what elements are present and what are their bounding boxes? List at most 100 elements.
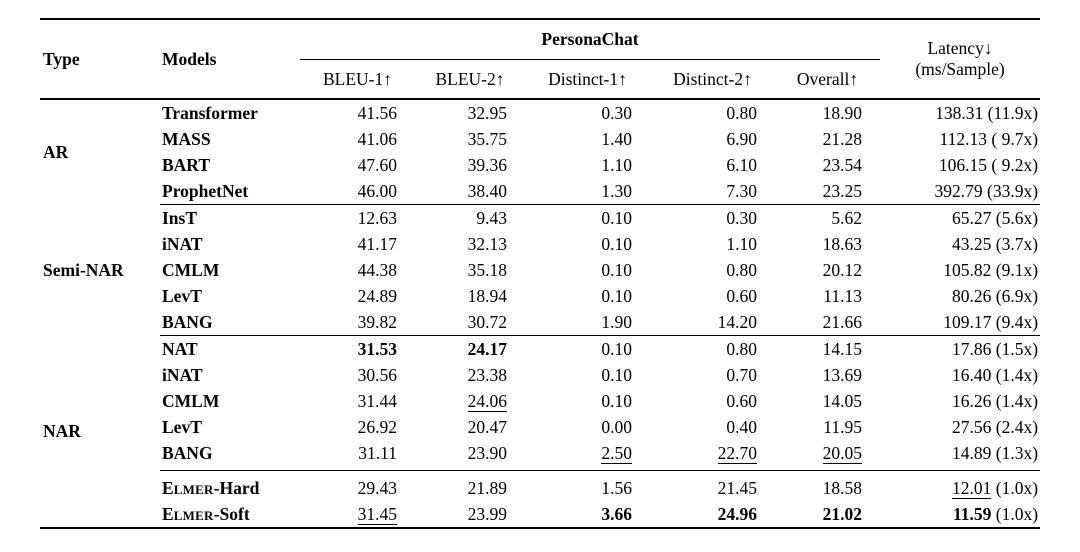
latency-value: 80.26 (6.9x) <box>952 285 1039 306</box>
group-semi-nar: Semi-NAR InsT 12.63 9.43 0.10 0.30 5.62 65.27 (… <box>40 205 1041 336</box>
metric-value: 29.43 <box>300 470 415 501</box>
latency-number: 80.26 <box>952 285 992 306</box>
metric-value: 21.45 <box>650 470 775 501</box>
metric-value: 47.60 <box>357 154 397 175</box>
table-row: CMLM 44.38 35.18 0.10 0.80 20.12 105.82 (9.1x) <box>40 257 1040 283</box>
latency-label-line2: (ms/Sample) <box>915 59 1005 79</box>
metric-value: 11.13 <box>823 285 863 306</box>
latency-value: 138.31 (11.9x) <box>935 102 1039 123</box>
model-name: iNAT <box>162 364 203 385</box>
model-name: CMLM <box>162 390 220 411</box>
model-name: LevT <box>162 285 202 306</box>
metric-value: 11.95 <box>823 416 863 437</box>
type-label: AR <box>43 141 69 162</box>
latency-number: 43.25 <box>952 233 992 254</box>
latency-number: 112.13 <box>939 128 987 149</box>
table-row: BANG 39.82 30.72 1.90 14.20 21.66 109.17 (9.4x… <box>40 309 1041 336</box>
table-row: ELMER-Hard 29.43 21.89 1.56 21.45 18.58 12.01 … <box>40 470 1041 501</box>
metric-value: 12.63 <box>357 207 397 228</box>
metric-value: 21.66 <box>775 309 881 336</box>
latency-value: 16.26 (1.4x) <box>952 390 1039 411</box>
table-row: MASS 41.06 35.75 1.40 6.90 21.28 112.13 ( 9.7x… <box>40 126 1040 152</box>
latency-number: 109.17 <box>943 311 992 332</box>
metric-value: 23.99 <box>467 503 507 524</box>
model-name: BART <box>162 154 211 175</box>
metric-value: 21.02 <box>822 503 863 524</box>
metric-value: 1.40 <box>601 128 632 149</box>
latency-value: 27.56 (2.4x) <box>952 416 1039 437</box>
metric-value: 23.25 <box>775 178 881 205</box>
table-row: iNAT 30.56 23.38 0.10 0.70 13.69 16.40 (1.4x) <box>40 362 1040 388</box>
metric-value: 30.56 <box>357 364 397 385</box>
metric-value: 9.43 <box>476 207 507 228</box>
latency-number: 138.31 <box>935 102 984 123</box>
latency-number: 14.89 <box>952 442 992 463</box>
metric-value: 20.05 <box>822 442 863 464</box>
metric-value: 0.40 <box>726 416 757 437</box>
table-row: AR Transformer 41.56 32.95 0.30 0.80 18.90 138.… <box>40 99 1040 162</box>
metric-value: 30.72 <box>415 309 525 336</box>
metric-value: 23.54 <box>822 154 863 175</box>
table-row: BANG 31.11 23.90 2.50 22.70 20.05 14.89 (1.3x) <box>40 440 1040 471</box>
metric-value: 24.89 <box>357 285 397 306</box>
latency-value: 14.89 (1.3x) <box>952 442 1039 463</box>
col-header-personachat: PersonaChat <box>300 19 881 60</box>
table-row: ProphetNet 46.00 38.40 1.30 7.30 23.25 392.79 … <box>40 178 1041 205</box>
latency-value: 105.82 (9.1x) <box>943 259 1039 280</box>
metric-value: 21.28 <box>822 128 863 149</box>
metric-value: 1.90 <box>525 309 650 336</box>
metric-value: 0.30 <box>726 207 757 228</box>
metric-value: 31.11 <box>358 442 397 463</box>
metric-value: 21.89 <box>415 470 525 501</box>
metric-value: 0.10 <box>601 364 632 385</box>
header-row-1: Type Models PersonaChat Latency↓ (ms/Sam… <box>40 19 1041 100</box>
col-header-latency: Latency↓ (ms/Sample) <box>880 19 1041 100</box>
metric-value: 24.06 <box>467 390 507 412</box>
metric-value: 23.38 <box>467 364 507 385</box>
latency-number: 105.82 <box>943 259 992 280</box>
latency-number: 392.79 <box>934 180 983 201</box>
metric-value: 5.62 <box>831 207 863 228</box>
metric-value: 20.12 <box>822 259 863 280</box>
latency-value: 16.40 (1.4x) <box>952 364 1039 385</box>
metric-value: 35.18 <box>467 259 507 280</box>
metric-value: 1.10 <box>726 233 757 254</box>
model-name: BANG <box>160 309 300 336</box>
metric-value: 3.66 <box>601 503 632 524</box>
metric-value: 6.10 <box>726 154 757 175</box>
col-header-overall: Overall↑ <box>775 59 881 100</box>
metric-value: 6.90 <box>726 128 757 149</box>
latency-value: 392.79 (33.9x) <box>880 178 1041 205</box>
metric-value: 1.10 <box>601 154 632 175</box>
model-name-smallcaps: LMER <box>173 507 214 523</box>
metric-value: 31.45 <box>357 503 397 525</box>
metric-value: 0.10 <box>601 259 632 280</box>
metric-value: 23.90 <box>467 442 507 463</box>
metric-value: 0.10 <box>601 233 632 254</box>
metric-value: 18.90 <box>822 102 863 123</box>
metric-value: 14.15 <box>822 338 863 359</box>
latency-number: 12.01 <box>952 477 992 499</box>
model-name: iNAT <box>162 233 203 254</box>
metric-value: 7.30 <box>650 178 775 205</box>
metric-value: 18.94 <box>467 285 507 306</box>
col-header-models: Models <box>160 19 300 100</box>
latency-number: 16.26 <box>952 390 992 411</box>
metric-value: 1.56 <box>525 470 650 501</box>
metric-value: 41.56 <box>357 102 397 123</box>
metric-value: 18.63 <box>822 233 863 254</box>
metric-value: 31.44 <box>357 390 397 411</box>
model-name: ELMER-Soft <box>162 503 250 524</box>
latency-value: 17.86 (1.5x) <box>952 338 1039 359</box>
latency-number: 27.56 <box>952 416 992 437</box>
table-row: NAR NAT 31.53 24.17 0.10 0.80 14.15 17.86 (1.5x… <box>40 336 1040 441</box>
table-row: iNAT 41.17 32.13 0.10 1.10 18.63 43.25 (3.7x) <box>40 231 1040 257</box>
header-row-2: BLEU-1↑ BLEU-2↑ Distinct-1↑ Distinct-2↑ … <box>40 59 1040 100</box>
type-label: NAR <box>43 420 81 441</box>
metric-value: 0.60 <box>726 390 757 411</box>
metric-value: 39.36 <box>467 154 507 175</box>
metric-value: 22.70 <box>717 442 757 464</box>
model-name: NAT <box>162 338 198 359</box>
col-header-distinct1: Distinct-1↑ <box>525 59 650 100</box>
